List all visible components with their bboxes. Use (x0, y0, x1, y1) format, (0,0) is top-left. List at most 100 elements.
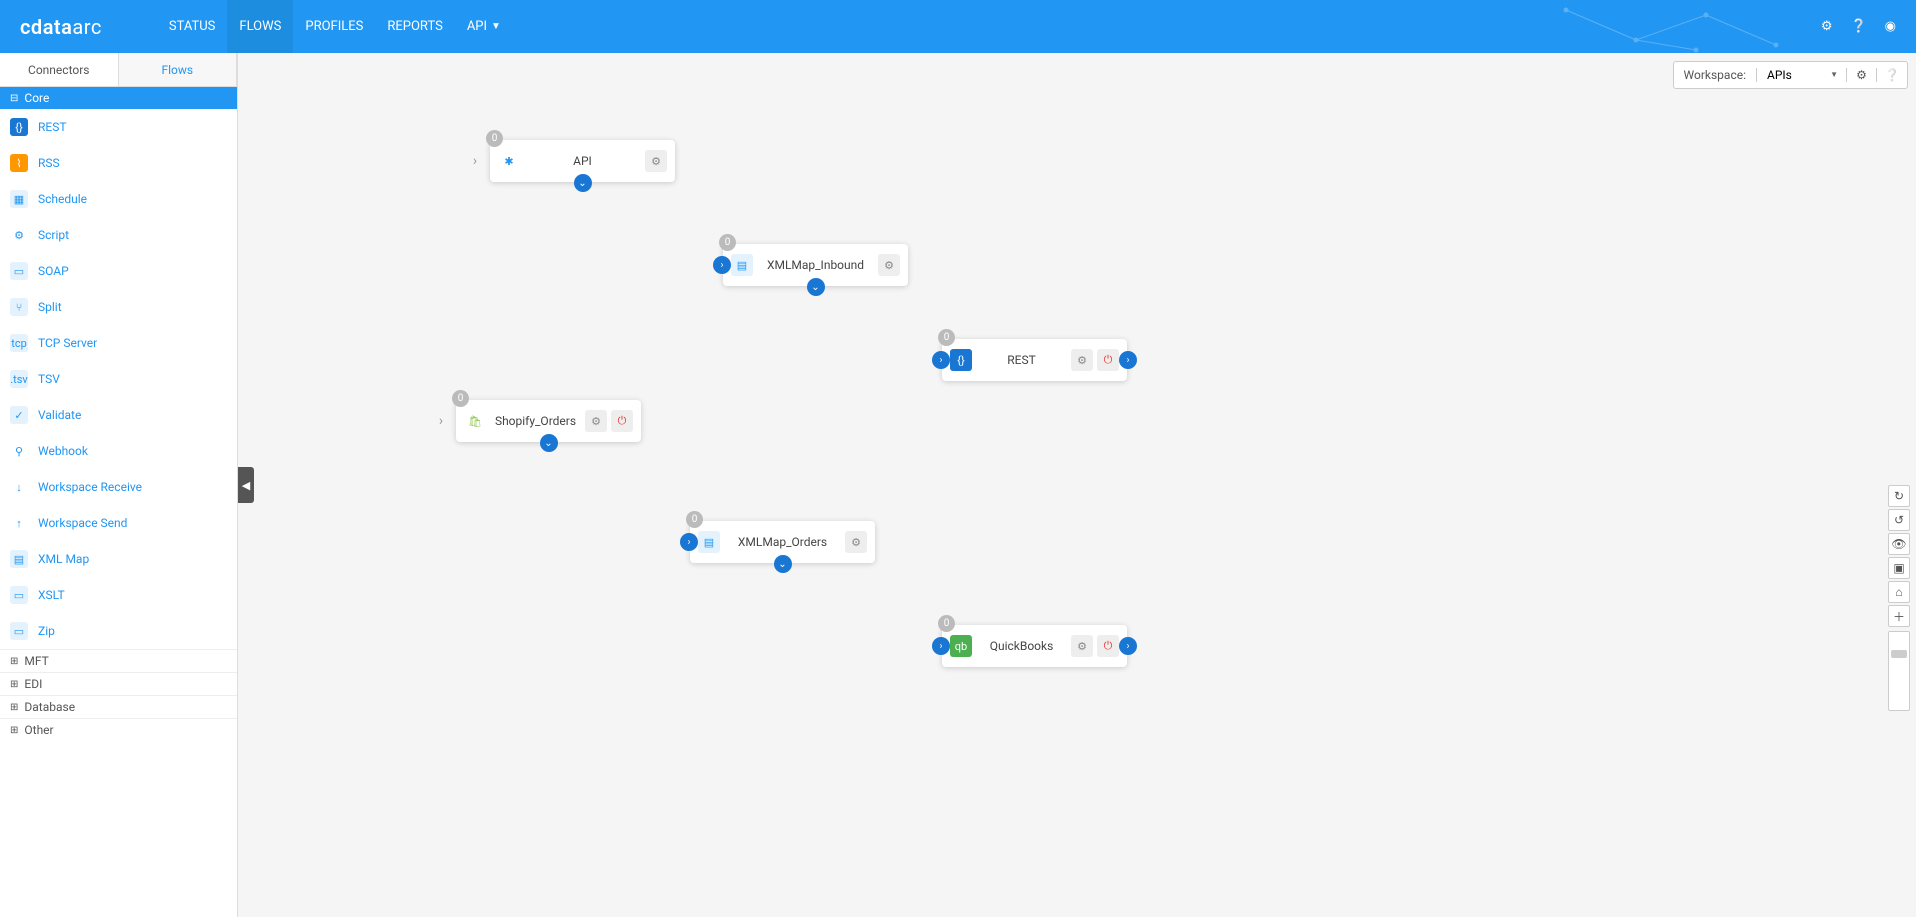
connector-label: RSS (38, 156, 60, 170)
connector-icon: ⑂ (10, 298, 28, 316)
category-other[interactable]: ⊞Other (0, 718, 237, 741)
port-out[interactable]: ⌄ (574, 174, 592, 192)
connector-schedule[interactable]: ▦Schedule (0, 181, 237, 217)
node-icon: {} (950, 349, 972, 371)
connector-webhook[interactable]: ⚲Webhook (0, 433, 237, 469)
user-icon[interactable]: ◉ (1885, 19, 1896, 34)
gear-icon[interactable]: ⚙ (645, 150, 667, 172)
port-out[interactable]: ⌄ (807, 278, 825, 296)
connector-xslt[interactable]: ▭ XSLT (0, 577, 237, 613)
connector-workspace-send[interactable]: ↑ Workspace Send (0, 505, 237, 541)
connector-label: Schedule (38, 192, 87, 206)
connector-zip[interactable]: ▭Zip (0, 613, 237, 649)
connector-icon: ↑ (10, 514, 28, 532)
port-expand[interactable]: › (466, 152, 484, 170)
zoom-thumb[interactable] (1891, 650, 1907, 658)
connector-label: TCP Server (38, 336, 97, 350)
plus-icon: ⊞ (10, 725, 18, 736)
category-edi[interactable]: ⊞EDI (0, 672, 237, 695)
category-core[interactable]: ⊟Core (0, 87, 237, 109)
connector-workspace-receive[interactable]: ↓Workspace Receive (0, 469, 237, 505)
undo-icon[interactable]: ↺ (1888, 509, 1910, 531)
sidebar-collapse-handle[interactable]: ◀ (238, 467, 254, 503)
connector-label: TSV (38, 372, 60, 386)
plus-icon: ⊞ (10, 679, 18, 690)
tab-connectors[interactable]: Connectors (0, 53, 119, 86)
category-database[interactable]: ⊞Database (0, 695, 237, 718)
gear-icon[interactable]: ⚙ (878, 254, 900, 276)
home-icon[interactable]: ⌂ (1888, 581, 1910, 603)
port-out[interactable]: ⌄ (540, 434, 558, 452)
port-expand[interactable]: › (432, 412, 450, 430)
power-icon[interactable]: ⏻ (611, 410, 633, 432)
gear-icon[interactable]: ⚙ (585, 410, 607, 432)
node-badge: 0 (452, 390, 469, 407)
gear-icon[interactable]: ⚙ (845, 531, 867, 553)
port-in[interactable]: › (680, 533, 698, 551)
connector-xml-map[interactable]: ▤XML Map (0, 541, 237, 577)
node-icon: 🛍 (464, 410, 486, 432)
canvas-wrap: Workspace: APIs ⚙ ❔ 0›✱API⚙⌄0›▤XMLMap_In… (238, 53, 1916, 917)
connector-soap[interactable]: ▭SOAP (0, 253, 237, 289)
port-in[interactable]: › (932, 351, 950, 369)
port-out[interactable]: › (1119, 637, 1137, 655)
node-label: XMLMap_Inbound (761, 258, 870, 272)
node-rest[interactable]: 0›{}REST⚙⏻› (942, 339, 1127, 381)
node-label: QuickBooks (980, 639, 1063, 653)
connector-label: XML Map (38, 552, 89, 566)
port-in[interactable]: › (713, 256, 731, 274)
connector-icon: ⚙ (10, 226, 28, 244)
connector-script[interactable]: ⚙Script (0, 217, 237, 253)
zoom-slider[interactable] (1888, 631, 1910, 711)
port-in[interactable]: › (932, 637, 950, 655)
fit-icon[interactable]: ▣ (1888, 557, 1910, 579)
port-out[interactable]: › (1119, 351, 1137, 369)
gear-icon[interactable]: ⚙ (1071, 635, 1093, 657)
gear-icon[interactable]: ⚙ (1071, 349, 1093, 371)
eye-icon[interactable]: 👁 (1888, 533, 1910, 555)
node-xmlmap_in[interactable]: 0›▤XMLMap_Inbound⚙⌄ (723, 244, 908, 286)
nav-api[interactable]: API▼ (455, 0, 513, 53)
connector-label: Zip (38, 624, 55, 638)
power-icon[interactable]: ⏻ (1097, 635, 1119, 657)
app-header: cdata arc STATUSFLOWSPROFILESREPORTSAPI▼… (0, 0, 1916, 53)
node-badge: 0 (486, 130, 503, 147)
connector-icon: ▭ (10, 586, 28, 604)
node-quickbooks[interactable]: 0›qbQuickBooks⚙⏻› (942, 625, 1127, 667)
flow-canvas[interactable]: 0›✱API⚙⌄0›▤XMLMap_Inbound⚙⌄0›{}REST⚙⏻›0›… (238, 53, 1916, 917)
nav-profiles[interactable]: PROFILES (293, 0, 375, 53)
connector-rest[interactable]: {} REST (0, 109, 237, 145)
connector-label: Split (38, 300, 62, 314)
connector-icon: {} (10, 118, 28, 136)
redo-icon[interactable]: ↻ (1888, 485, 1910, 507)
connector-tsv[interactable]: .tsvTSV (0, 361, 237, 397)
nav-reports[interactable]: REPORTS (375, 0, 454, 53)
help-icon[interactable]: ❔ (1850, 19, 1866, 34)
sidebar-scroll[interactable]: ⊟Core {} REST ⌇RSS▦Schedule⚙Script▭SOAP ⑂ Spl… (0, 87, 237, 917)
category-mft[interactable]: ⊞MFT (0, 649, 237, 672)
connector-label: REST (38, 120, 67, 134)
node-badge: 0 (938, 615, 955, 632)
power-icon[interactable]: ⏻ (1097, 349, 1119, 371)
header-right: ⚙ ❔ ◉ (1821, 19, 1896, 34)
connector-label: Workspace Send (38, 516, 127, 530)
gear-icon[interactable]: ⚙ (1821, 19, 1833, 34)
node-api[interactable]: 0›✱API⚙⌄ (490, 140, 675, 182)
connector-rss[interactable]: ⌇RSS (0, 145, 237, 181)
connector-label: XSLT (38, 588, 65, 602)
app-logo[interactable]: cdata arc (20, 15, 102, 39)
node-xmlmap_orders[interactable]: 0›▤XMLMap_Orders⚙⌄ (690, 521, 875, 563)
connector-validate[interactable]: ✓Validate (0, 397, 237, 433)
connector-tcp-server[interactable]: tcp TCP Server (0, 325, 237, 361)
connector-label: Workspace Receive (38, 480, 142, 494)
nav-status[interactable]: STATUS (157, 0, 228, 53)
tab-flows[interactable]: Flows (119, 53, 238, 86)
port-out[interactable]: ⌄ (774, 555, 792, 573)
zoom-in-icon[interactable]: ＋ (1888, 605, 1910, 627)
connector-icon: tcp (10, 334, 28, 352)
nav-flows[interactable]: FLOWS (227, 0, 293, 53)
node-icon: ▤ (698, 531, 720, 553)
connector-split[interactable]: ⑂ Split (0, 289, 237, 325)
sidebar-tabs: Connectors Flows (0, 53, 237, 87)
node-shopify[interactable]: 0›🛍Shopify_Orders⚙⏻⌄ (456, 400, 641, 442)
